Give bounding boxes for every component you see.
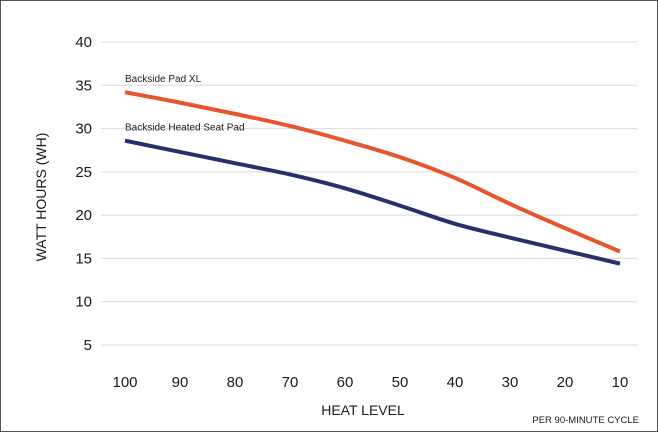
y-tick-label: 35 bbox=[75, 77, 92, 94]
series-line bbox=[124, 138, 621, 266]
y-tick-label: 25 bbox=[75, 164, 92, 181]
x-tick-label: 50 bbox=[392, 374, 409, 391]
y-axis-ticks: 5 10 15 20 25 30 35 40 bbox=[75, 34, 92, 354]
series-label: Backside Heated Seat Pad bbox=[125, 123, 245, 134]
series-lines bbox=[124, 90, 621, 266]
gridlines bbox=[101, 41, 637, 346]
x-tick-label: 70 bbox=[282, 374, 299, 391]
y-tick-label: 30 bbox=[75, 121, 92, 138]
series-line bbox=[124, 90, 621, 254]
x-tick-label: 40 bbox=[447, 374, 464, 391]
series-labels: Backside Pad XL Backside Heated Seat Pad bbox=[125, 74, 245, 133]
y-tick-label: 15 bbox=[75, 250, 92, 267]
x-tick-label: 20 bbox=[557, 374, 574, 391]
x-axis-ticks: 100 90 80 70 60 50 40 30 20 10 bbox=[112, 374, 628, 391]
footnote: PER 90-MINUTE CYCLE bbox=[532, 415, 639, 426]
y-tick-label: 20 bbox=[75, 207, 92, 224]
x-tick-label: 100 bbox=[112, 374, 137, 391]
y-tick-label: 10 bbox=[75, 294, 92, 311]
series-label: Backside Pad XL bbox=[125, 74, 202, 85]
x-tick-label: 60 bbox=[337, 374, 354, 391]
x-tick-label: 80 bbox=[227, 374, 244, 391]
x-tick-label: 30 bbox=[502, 374, 519, 391]
x-tick-label: 90 bbox=[172, 374, 189, 391]
y-tick-label: 5 bbox=[84, 337, 92, 354]
x-axis-title: HEAT LEVEL bbox=[321, 402, 405, 418]
x-tick-label: 10 bbox=[612, 374, 629, 391]
y-tick-label: 40 bbox=[75, 34, 92, 51]
y-axis-title: WATT HOURS (WH) bbox=[33, 133, 49, 262]
